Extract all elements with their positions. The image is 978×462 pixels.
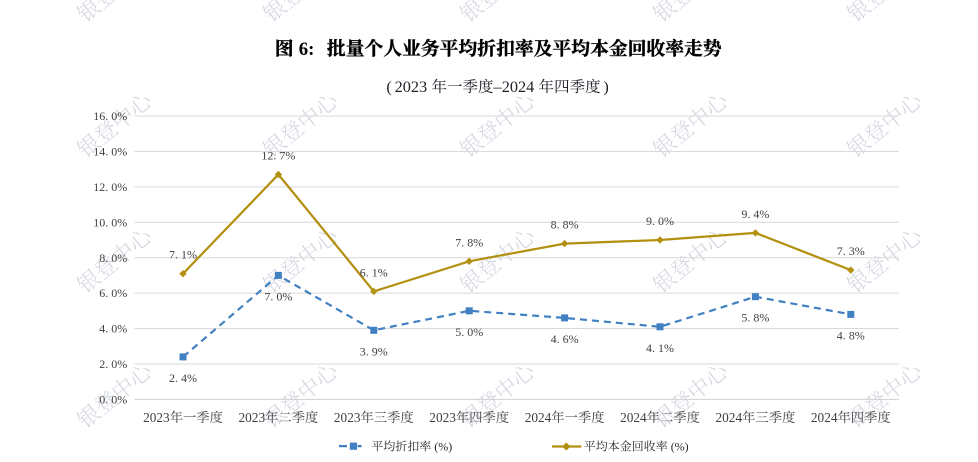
svg-text:2023: 2023: [239, 410, 266, 425]
svg-text:4. 1%: 4. 1%: [646, 341, 674, 355]
svg-text:12. 0%: 12. 0%: [93, 180, 127, 194]
svg-text:7. 0%: 7. 0%: [264, 289, 292, 303]
svg-text:2023: 2023: [395, 77, 428, 96]
svg-text:5. 0%: 5. 0%: [455, 325, 483, 339]
svg-text:2024: 2024: [716, 410, 743, 425]
svg-text:7. 1%: 7. 1%: [169, 248, 197, 262]
svg-text:6. 0%: 6. 0%: [99, 286, 127, 300]
svg-text:4. 8%: 4. 8%: [837, 328, 865, 342]
svg-text:14. 0%: 14. 0%: [93, 145, 127, 159]
svg-text:): ): [603, 77, 608, 96]
svg-text:5. 8%: 5. 8%: [741, 311, 769, 325]
svg-text:(%): (%): [431, 440, 452, 454]
svg-text:7. 8%: 7. 8%: [455, 235, 483, 249]
svg-text:2023: 2023: [429, 410, 456, 425]
svg-text:6:: 6:: [299, 39, 315, 60]
svg-text:2024: 2024: [620, 410, 647, 425]
svg-text:3. 9%: 3. 9%: [360, 344, 388, 358]
svg-text:2023: 2023: [143, 410, 170, 425]
svg-text:4. 0%: 4. 0%: [99, 322, 127, 336]
svg-text:–: –: [493, 77, 503, 96]
svg-text:(: (: [386, 77, 391, 96]
svg-text:2024: 2024: [811, 410, 838, 425]
svg-text:2024: 2024: [502, 77, 535, 96]
svg-text:6. 1%: 6. 1%: [360, 265, 388, 279]
svg-text:8. 8%: 8. 8%: [551, 218, 579, 232]
svg-text:7. 3%: 7. 3%: [837, 244, 865, 258]
svg-text:4. 6%: 4. 6%: [551, 332, 579, 346]
svg-text:2. 0%: 2. 0%: [99, 357, 127, 371]
svg-text:(%): (%): [668, 440, 689, 454]
svg-text:9. 4%: 9. 4%: [741, 207, 769, 221]
svg-text:2024: 2024: [525, 410, 552, 425]
svg-text:12. 7%: 12. 7%: [261, 149, 295, 163]
svg-text:8. 0%: 8. 0%: [99, 251, 127, 265]
svg-text:2023: 2023: [334, 410, 361, 425]
svg-text:16. 0%: 16. 0%: [93, 109, 127, 123]
svg-text:0. 0%: 0. 0%: [99, 393, 127, 407]
svg-text:9. 0%: 9. 0%: [646, 214, 674, 228]
svg-text:10. 0%: 10. 0%: [93, 215, 127, 229]
svg-text:2. 4%: 2. 4%: [169, 371, 197, 385]
